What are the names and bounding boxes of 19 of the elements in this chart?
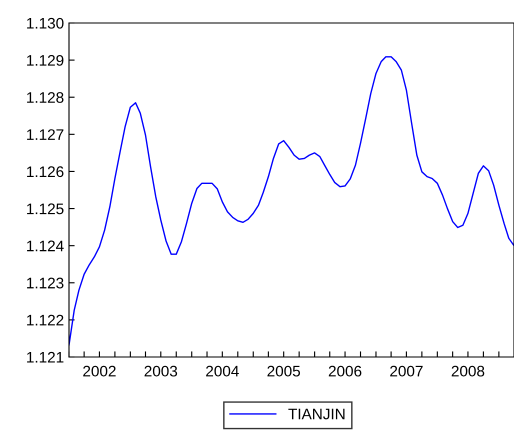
- y-tick-label: 1.130: [27, 18, 64, 29]
- y-tick-label: 1.121: [27, 352, 64, 363]
- x-tick-label: 2004: [206, 366, 239, 377]
- x-tick-label: 2003: [144, 366, 178, 377]
- x-tick-label: 2008: [452, 366, 484, 377]
- x-tick-label: 2007: [390, 366, 423, 377]
- y-tick-label: 1.125: [27, 203, 64, 214]
- x-tick-label: 2005: [267, 366, 300, 377]
- x-tick-label: 2006: [328, 366, 362, 377]
- y-tick-label: 1.124: [27, 240, 64, 252]
- y-tick-label: 1.123: [27, 278, 64, 288]
- x-tick-label: 2002: [83, 366, 116, 377]
- y-tick-label: 1.128: [27, 92, 64, 103]
- y-tick-label: 1.126: [27, 166, 64, 178]
- y-tick-label: 1.122: [27, 314, 64, 326]
- y-tick-label: 1.127: [27, 129, 64, 140]
- y-tick-label: 1.129: [27, 54, 64, 66]
- legend-label: TIANJIN: [288, 408, 344, 420]
- line-series: [69, 56, 514, 346]
